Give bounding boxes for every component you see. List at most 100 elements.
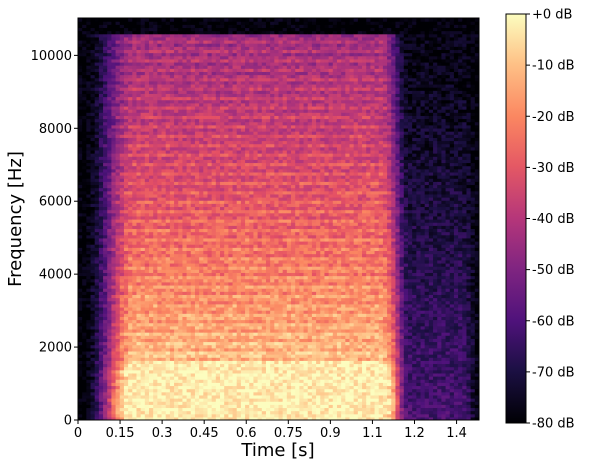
spectrogram-cell — [94, 354, 100, 358]
spectrogram-cell — [149, 398, 154, 402]
spectrogram-cell — [169, 357, 175, 361]
spectrogram-cell — [132, 416, 138, 420]
spectrogram-cell — [86, 413, 92, 418]
spectrogram-cell — [149, 156, 154, 160]
spectrogram-cell — [136, 105, 142, 110]
spectrogram-cell — [174, 388, 179, 393]
spectrogram-cell — [165, 341, 171, 346]
spectrogram-cell — [153, 338, 158, 343]
spectrogram-cell — [161, 413, 167, 418]
spectrogram-cell — [111, 344, 117, 349]
spectrogram-cell — [111, 325, 117, 330]
spectrogram-cell — [149, 303, 154, 308]
spectrogram-cell — [107, 212, 113, 217]
spectrogram-cell — [165, 363, 171, 368]
spectrogram-cell — [165, 168, 171, 173]
spectrogram-cell — [169, 344, 175, 349]
spectrogram-cell — [90, 68, 96, 72]
spectrogram-cell — [128, 313, 133, 317]
spectrogram-cell — [98, 297, 104, 302]
spectrogram-cell — [153, 134, 158, 138]
spectrogram-cell — [98, 310, 104, 314]
spectrogram-cell — [136, 366, 142, 371]
spectrogram-cell — [119, 181, 125, 186]
spectrogram-cell — [107, 184, 113, 189]
spectrogram-cell — [86, 231, 92, 236]
spectrogram-cell — [165, 240, 171, 245]
spectrogram-cell — [82, 65, 87, 69]
spectrogram-cell — [165, 366, 171, 371]
spectrogram-cell — [136, 77, 142, 82]
spectrogram-cell — [136, 288, 142, 292]
spectrogram-cell — [115, 30, 121, 35]
spectrogram-cell — [107, 149, 113, 154]
spectrogram-cell — [136, 281, 142, 286]
spectrogram-cell — [132, 68, 138, 72]
spectrogram-cell — [161, 328, 167, 333]
spectrogram-cell — [136, 382, 142, 387]
spectrogram-cell — [140, 156, 146, 160]
spectrogram-cell — [111, 379, 117, 383]
spectrogram-cell — [165, 275, 171, 280]
spectrogram-cell — [90, 354, 96, 358]
spectrogram-cell — [144, 259, 150, 264]
spectrogram-cell — [140, 288, 146, 292]
spectrogram-cell — [144, 394, 150, 399]
spectrogram-cell — [157, 49, 163, 54]
spectrogram-cell — [153, 203, 158, 208]
spectrogram-cell — [174, 325, 179, 330]
spectrogram-cell — [128, 156, 133, 160]
spectrogram-cell — [132, 74, 138, 79]
spectrogram-cell — [111, 65, 117, 69]
spectrogram-cell — [136, 325, 142, 330]
spectrogram-cell — [98, 404, 104, 409]
spectrogram-cell — [103, 118, 108, 123]
spectrogram-cell — [107, 335, 113, 339]
spectrogram-cell — [128, 413, 133, 418]
spectrogram-cell — [115, 65, 121, 69]
spectrogram-cell — [157, 134, 163, 138]
spectrogram-cell — [169, 244, 175, 248]
spectrogram-cell — [90, 407, 96, 412]
spectrogram-cell — [140, 240, 146, 245]
spectrogram-cell — [144, 244, 150, 248]
spectrogram-cell — [140, 36, 146, 41]
spectrogram-cell — [165, 319, 171, 324]
spectrogram-cell — [144, 262, 150, 267]
spectrogram-cell — [132, 357, 138, 361]
spectrogram-cell — [103, 181, 108, 186]
spectrogram-cell — [111, 203, 117, 208]
spectrogram-cell — [115, 181, 121, 186]
spectrogram-cell — [78, 385, 83, 390]
spectrogram-cell — [136, 137, 142, 142]
spectrogram-cell — [144, 281, 150, 286]
spectrogram-cell — [169, 206, 175, 211]
spectrogram-cell — [136, 344, 142, 349]
spectrogram-cell — [153, 156, 158, 160]
spectrogram-cell — [140, 253, 146, 258]
spectrogram-cell — [149, 347, 154, 352]
spectrogram-cell — [149, 325, 154, 330]
spectrogram-cell — [82, 74, 87, 79]
spectrogram-cell — [169, 58, 175, 63]
spectrogram-cell — [94, 297, 100, 302]
spectrogram-cell — [103, 291, 108, 295]
spectrogram-cell — [132, 30, 138, 35]
spectrogram-cell — [123, 240, 129, 245]
spectrogram-cell — [123, 398, 129, 402]
spectrogram-cell — [149, 284, 154, 289]
spectrogram-cell — [161, 58, 167, 63]
spectrogram-cell — [144, 105, 150, 110]
spectrogram-cell — [153, 344, 158, 349]
spectrogram-cell — [94, 322, 100, 327]
spectrogram-cell — [136, 162, 142, 167]
spectrogram-cell — [149, 266, 154, 270]
spectrogram-cell — [82, 178, 87, 182]
spectrogram-cell — [169, 401, 175, 405]
spectrogram-cell — [140, 200, 146, 204]
spectrogram-cell — [169, 391, 175, 396]
spectrogram-cell — [82, 284, 87, 289]
spectrogram-cell — [94, 143, 100, 148]
spectrogram-cell — [153, 262, 158, 267]
spectrogram-cell — [103, 319, 108, 324]
